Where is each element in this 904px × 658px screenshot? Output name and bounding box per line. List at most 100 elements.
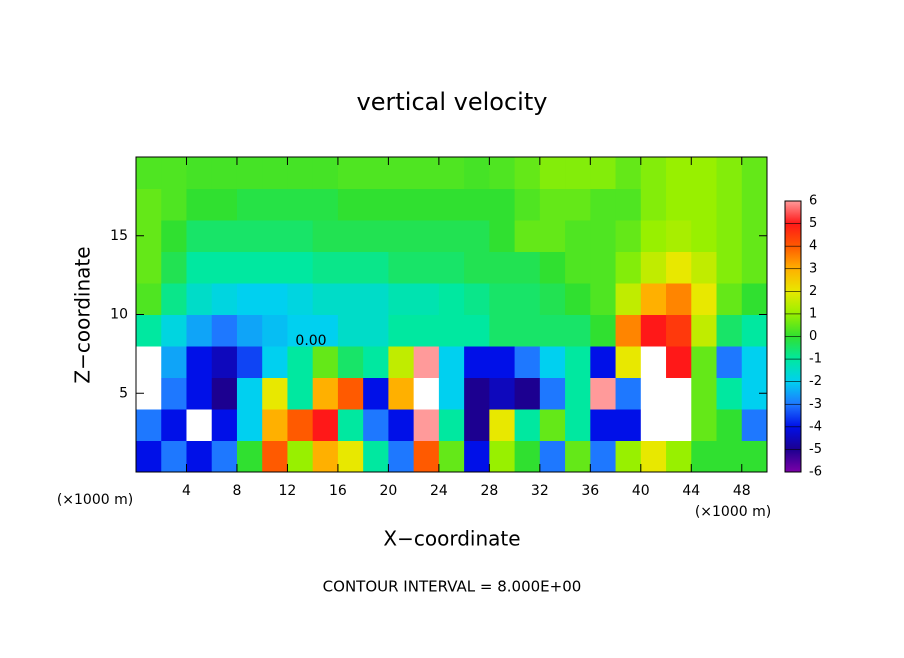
colorbar-tick-label: 6 <box>809 194 817 209</box>
footer-note: CONTOUR INTERVAL = 8.000E+00 <box>323 578 582 596</box>
cell <box>161 251 187 284</box>
cell <box>161 157 187 189</box>
cell <box>539 220 566 252</box>
cell <box>388 346 415 378</box>
x-unit: (×1000 m) <box>57 492 133 508</box>
cell <box>312 188 339 221</box>
cell <box>640 251 667 284</box>
cell <box>262 251 288 284</box>
cell <box>615 188 642 221</box>
cell <box>312 346 339 378</box>
cell <box>438 188 465 221</box>
cell <box>363 377 389 410</box>
colorbar-tick-label: 3 <box>809 261 817 276</box>
colorbar-tick-label: -5 <box>809 442 822 457</box>
cell <box>287 157 314 189</box>
cell <box>691 283 718 315</box>
cell <box>413 346 440 378</box>
cell <box>413 188 440 221</box>
cell <box>312 409 339 441</box>
cell <box>312 283 339 315</box>
cell <box>211 377 238 410</box>
cell <box>236 440 263 472</box>
field <box>136 157 767 472</box>
cell <box>413 251 440 284</box>
cell <box>590 440 617 472</box>
cell <box>464 409 490 441</box>
cell <box>565 377 591 410</box>
cell <box>666 377 692 410</box>
cell <box>539 251 566 284</box>
cell <box>615 220 642 252</box>
cell <box>337 409 364 441</box>
cell <box>211 220 238 252</box>
cell <box>413 440 440 472</box>
cell <box>539 409 566 441</box>
cell <box>590 188 617 221</box>
cell <box>590 220 617 252</box>
cell <box>363 314 389 347</box>
cell <box>615 157 642 189</box>
cell <box>287 283 314 315</box>
cell <box>136 188 162 221</box>
x-unit: (×1000 m) <box>695 504 771 520</box>
x-tick-label: 16 <box>329 483 347 499</box>
cell <box>691 220 718 252</box>
cell <box>262 314 288 347</box>
cell <box>666 188 692 221</box>
cell <box>640 314 667 347</box>
x-tick-label: 44 <box>682 483 700 499</box>
cell <box>539 157 566 189</box>
cell <box>236 251 263 284</box>
cell <box>640 346 667 378</box>
cell <box>236 314 263 347</box>
cell <box>287 346 314 378</box>
cell <box>388 440 415 472</box>
cell <box>539 377 566 410</box>
colorbar-tick-label: 4 <box>809 239 817 254</box>
cell <box>514 157 541 189</box>
cell <box>565 314 591 347</box>
cell <box>489 314 516 347</box>
cell <box>413 377 440 410</box>
cell <box>615 251 642 284</box>
cell <box>615 440 642 472</box>
colorbar-tick-label: -1 <box>809 352 822 367</box>
colorbar-band <box>785 359 801 382</box>
cell <box>312 440 339 472</box>
cell <box>312 251 339 284</box>
cell <box>691 188 718 221</box>
x-tick-label: 36 <box>581 483 599 499</box>
cell <box>312 157 339 189</box>
cell <box>438 251 465 284</box>
cell <box>741 314 767 347</box>
cell <box>236 157 263 189</box>
cell <box>413 314 440 347</box>
cell <box>514 314 541 347</box>
cell <box>262 157 288 189</box>
cell <box>363 283 389 315</box>
cell <box>615 409 642 441</box>
cell <box>236 377 263 410</box>
cell <box>514 346 541 378</box>
cell <box>287 440 314 472</box>
colorbar-tick-label: 5 <box>809 216 817 231</box>
cell <box>741 440 767 472</box>
cell <box>590 409 617 441</box>
colorbar-band <box>785 381 801 405</box>
cell <box>236 409 263 441</box>
colorbar-band <box>785 313 801 337</box>
cell <box>666 157 692 189</box>
cell <box>565 409 591 441</box>
cell <box>640 440 667 472</box>
cell <box>161 440 187 472</box>
cell <box>691 409 718 441</box>
cell <box>464 346 490 378</box>
cell <box>565 251 591 284</box>
cell <box>211 314 238 347</box>
cell <box>161 346 187 378</box>
cell <box>186 157 213 189</box>
cell <box>438 377 465 410</box>
cell <box>186 220 213 252</box>
cell <box>262 346 288 378</box>
